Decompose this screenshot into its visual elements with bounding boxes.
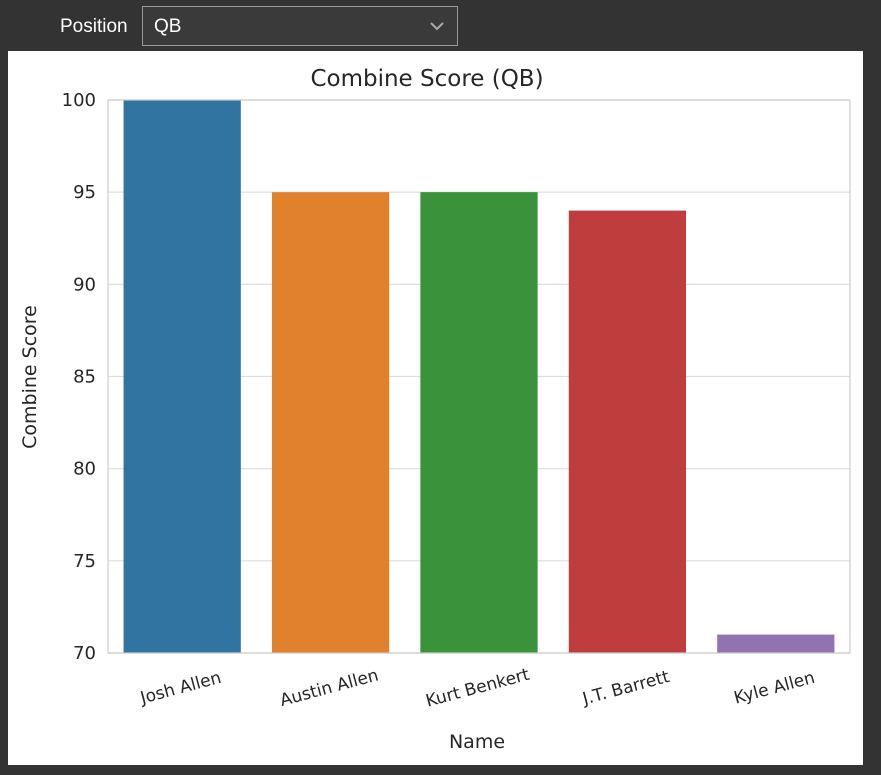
position-select[interactable]: QB <box>142 6 458 46</box>
x-tick-label: Austin Allen <box>278 665 381 710</box>
bar <box>123 100 241 653</box>
bar <box>568 210 687 653</box>
plot-frame <box>107 99 851 654</box>
y-tick-label: 75 <box>73 551 96 572</box>
chart-panel: Combine Score (QB) 70 75 80 85 90 95 100 Josh … <box>8 51 863 765</box>
bar <box>420 192 538 653</box>
x-tick-label: J.T. Barrett <box>580 667 672 710</box>
chart-title: Combine Score (QB) <box>310 66 543 92</box>
bar <box>271 192 390 653</box>
position-label: Position <box>60 16 128 37</box>
y-tick-label: 95 <box>73 182 96 203</box>
x-tick-label: Kurt Benkert <box>424 665 532 712</box>
toolbar: Position QB <box>0 0 881 50</box>
y-tick-label: 100 <box>62 90 96 111</box>
bar <box>717 634 835 653</box>
y-tick-label: 90 <box>73 274 96 295</box>
x-tick-label: Kyle Allen <box>732 668 817 709</box>
position-select-value: QB <box>154 16 182 37</box>
x-tick-label: Josh Allen <box>137 668 223 709</box>
y-tick-label: 80 <box>73 459 96 480</box>
y-tick-label: 70 <box>73 643 96 664</box>
y-axis-label: Combine Score <box>19 305 41 449</box>
bar-chart: Combine Score (QB) 70 75 80 85 90 95 100 Josh … <box>19 66 851 753</box>
chevron-down-icon <box>430 22 444 31</box>
x-axis-label: Name <box>449 731 505 753</box>
y-tick-label: 85 <box>73 367 96 388</box>
